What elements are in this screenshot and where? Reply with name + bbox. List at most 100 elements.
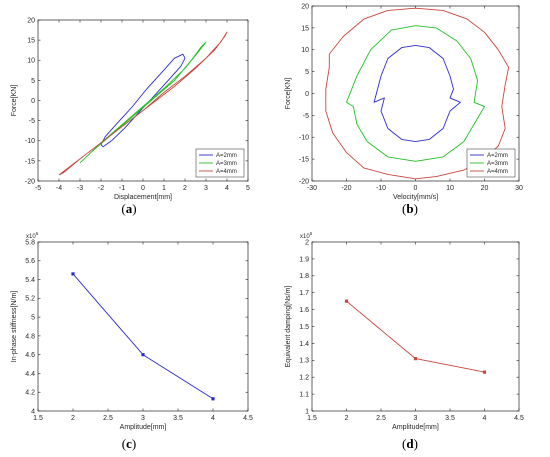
y-tick-label: 4 bbox=[31, 408, 35, 415]
x-tick-label: -3 bbox=[77, 185, 83, 192]
series-line-A=4mm bbox=[325, 7, 510, 180]
x-tick-label: 0 bbox=[141, 185, 145, 192]
caption-open-paren: ( bbox=[402, 201, 406, 216]
legend: A=2mm A=3mm A=4mm bbox=[195, 148, 245, 178]
y-tick-label: 4.8 bbox=[25, 333, 35, 340]
y-tick-label: 1 bbox=[305, 408, 309, 415]
x-tick-label: 4 bbox=[211, 415, 215, 422]
x-tick-label: 4.5 bbox=[243, 415, 253, 422]
x-tick-label: 2 bbox=[345, 415, 349, 422]
caption-close-paren: ) bbox=[132, 201, 136, 216]
y-tick-label: 1.3 bbox=[299, 358, 309, 365]
data-point bbox=[211, 397, 215, 401]
x-axis-label: Displacement[mm] bbox=[114, 194, 172, 201]
caption-letter: c bbox=[126, 436, 132, 451]
x-axis-label: Amplitude[mm] bbox=[392, 424, 439, 431]
axis-multiplier: x106 bbox=[26, 231, 39, 240]
y-tick-label: -20 bbox=[25, 178, 35, 185]
axis-multiplier-base: x10 bbox=[300, 234, 310, 240]
x-tick-label: 3.5 bbox=[445, 415, 455, 422]
chart-a: -5 -4 -3 -2 -1 0 1 2 3 4 5-20-15-10-505101520Displ… bbox=[11, 17, 250, 216]
x-tick-label: 1.5 bbox=[307, 415, 317, 422]
y-tick-label: 5 bbox=[305, 69, 309, 76]
y-tick-label: 15 bbox=[301, 25, 309, 32]
x-tick-label: 3 bbox=[141, 415, 145, 422]
caption-close-paren: ) bbox=[132, 436, 136, 451]
x-tick-label: 30 bbox=[515, 185, 523, 192]
data-point bbox=[482, 370, 487, 374]
caption-close-paren: ) bbox=[414, 436, 418, 451]
y-tick-label: 4.6 bbox=[25, 352, 35, 359]
panel-caption: (d) bbox=[402, 436, 418, 451]
y-tick-label: 1.9 bbox=[299, 256, 309, 263]
x-tick-label: -5 bbox=[35, 185, 41, 192]
y-tick-label: 5.6 bbox=[25, 258, 35, 265]
y-tick-label: -15 bbox=[299, 157, 309, 164]
y-tick-label: 5.4 bbox=[25, 277, 35, 284]
y-tick-label: -10 bbox=[25, 138, 35, 145]
x-tick-label: 2 bbox=[183, 185, 187, 192]
y-tick-label: 1.8 bbox=[299, 273, 309, 280]
data-point bbox=[413, 357, 418, 361]
series-line-A=3mm bbox=[346, 25, 485, 162]
x-tick-label: -4 bbox=[56, 185, 62, 192]
y-tick-label: 15 bbox=[27, 38, 35, 45]
caption-letter: b bbox=[406, 201, 413, 216]
x-tick-label: 4.5 bbox=[514, 415, 524, 422]
y-tick-label: 10 bbox=[27, 58, 35, 65]
data-point bbox=[71, 272, 75, 276]
y-tick-label: -5 bbox=[303, 113, 309, 120]
y-axis-label: Equivalent damping[Ns/m] bbox=[285, 286, 292, 368]
legend-label: A=3mm bbox=[487, 161, 508, 167]
series-line-A=2mm bbox=[100, 53, 186, 148]
series-line-A=3mm bbox=[79, 41, 207, 164]
caption-letter: d bbox=[406, 436, 414, 451]
y-tick-label: -20 bbox=[299, 178, 309, 185]
caption-open-paren: ( bbox=[121, 201, 125, 216]
x-tick-label: 3 bbox=[414, 415, 418, 422]
y-tick-label: 20 bbox=[27, 17, 35, 24]
x-tick-label: 5 bbox=[246, 185, 250, 192]
y-tick-label: 5.8 bbox=[25, 239, 35, 246]
panel-caption: (b) bbox=[402, 201, 418, 216]
y-axis-label: In-phase stiffness[N/m] bbox=[11, 291, 18, 363]
x-tick-label: 10 bbox=[446, 185, 454, 192]
y-tick-label: 5 bbox=[31, 78, 35, 85]
legend-label: A=2mm bbox=[487, 153, 508, 159]
chart-c: 1.5 2 2.5 3 3.5 4 4.5 4 4.2 4.4 4.6 4.8 5 5.2 5.4 5.6 5.… bbox=[11, 231, 253, 451]
y-tick-label: 1.5 bbox=[299, 324, 309, 331]
y-tick-label: 20 bbox=[301, 3, 309, 10]
legend-label: A=3mm bbox=[216, 161, 237, 167]
x-axis-label: Velocity[mm/s] bbox=[393, 194, 438, 201]
y-tick-label: 1.2 bbox=[299, 375, 309, 382]
y-tick-label: -15 bbox=[25, 158, 35, 165]
x-tick-label: 20 bbox=[481, 185, 489, 192]
y-tick-label: 0 bbox=[31, 98, 35, 105]
plot-area bbox=[311, 241, 520, 412]
x-tick-label: 0 bbox=[414, 185, 418, 192]
x-tick-label: 4 bbox=[225, 185, 229, 192]
legend-label: A=2mm bbox=[216, 153, 237, 159]
y-tick-label: -10 bbox=[299, 135, 309, 142]
y-tick-label: 1.1 bbox=[299, 392, 309, 399]
y-tick-label: 4.2 bbox=[25, 390, 35, 397]
panel-caption: (a) bbox=[121, 201, 136, 216]
panel-caption: (c) bbox=[122, 436, 136, 451]
caption-close-paren: ) bbox=[414, 201, 418, 216]
data-point bbox=[141, 353, 145, 357]
y-tick-label: 2 bbox=[305, 239, 309, 246]
x-axis-label: Amplitude[mm] bbox=[120, 424, 167, 431]
x-tick-label: 3.5 bbox=[173, 415, 183, 422]
y-tick-label: 5.2 bbox=[25, 296, 35, 303]
y-tick-label: 1.7 bbox=[299, 290, 309, 297]
data-point bbox=[344, 299, 349, 303]
legend-label: A=4mm bbox=[216, 169, 237, 175]
caption-open-paren: ( bbox=[122, 436, 126, 451]
series-line-A=2mm bbox=[373, 44, 461, 143]
chart-b: -30 -20 -10 0 10 20 30-20-15-10-505101520Veloc… bbox=[285, 3, 523, 216]
y-tick-label: 0 bbox=[305, 91, 309, 98]
x-tick-label: 3 bbox=[204, 185, 208, 192]
y-tick-label: 1.6 bbox=[299, 307, 309, 314]
x-tick-label: -30 bbox=[307, 185, 317, 192]
